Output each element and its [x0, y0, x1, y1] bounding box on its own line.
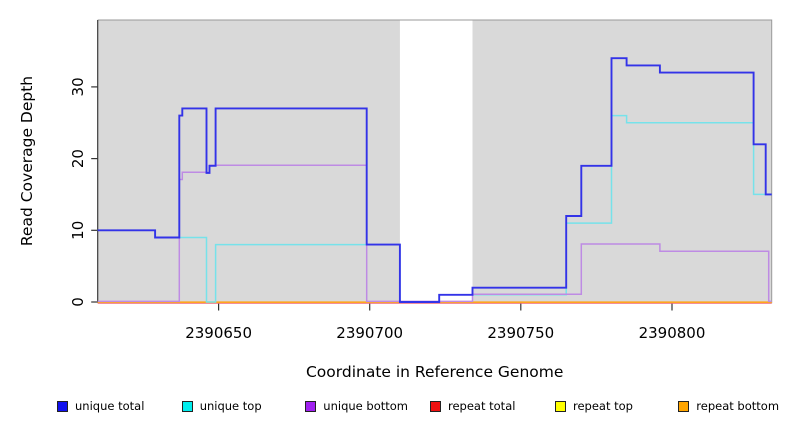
legend-label: unique bottom: [323, 399, 408, 413]
legend-item-unique-top: unique top: [181, 399, 262, 414]
legend-item-unique-bottom: unique bottom: [305, 399, 408, 414]
y-tick-label: 0: [69, 297, 87, 307]
x-axis-title: Coordinate in Reference Genome: [306, 363, 563, 381]
legend-swatch-icon: [430, 401, 441, 412]
x-tick-label: 2390650: [185, 324, 252, 342]
legend-item-repeat-top: repeat top: [555, 399, 633, 414]
y-tick-label: 20: [69, 149, 87, 168]
legend-label: repeat top: [573, 399, 633, 413]
y-tick-label: 30: [69, 77, 87, 96]
x-tick-label: 2390750: [487, 324, 554, 342]
legend-swatch-icon: [678, 401, 690, 412]
shaded-region: [97, 20, 400, 303]
legend-item-repeat-total: repeat total: [430, 399, 515, 414]
legend-label: unique top: [199, 399, 262, 413]
x-tick-label: 2390800: [639, 324, 706, 342]
shaded-region: [472, 20, 772, 303]
y-tick-label: 10: [69, 221, 87, 240]
y-axis-title: Read Coverage Depth: [18, 76, 36, 246]
legend-label: repeat total: [448, 399, 516, 413]
legend-item-unique-total: unique total: [57, 399, 144, 414]
legend-swatch-icon: [555, 401, 566, 412]
legend-label: unique total: [75, 399, 145, 413]
series-unique-total: [97, 57, 772, 303]
legend-swatch-icon: [181, 401, 193, 412]
legend-swatch-icon: [305, 401, 317, 412]
legend-label: repeat bottom: [696, 399, 780, 413]
legend-item-repeat-bottom: repeat bottom: [678, 399, 779, 414]
legend-swatch-icon: [57, 401, 68, 412]
x-tick-label: 2390700: [336, 324, 403, 342]
